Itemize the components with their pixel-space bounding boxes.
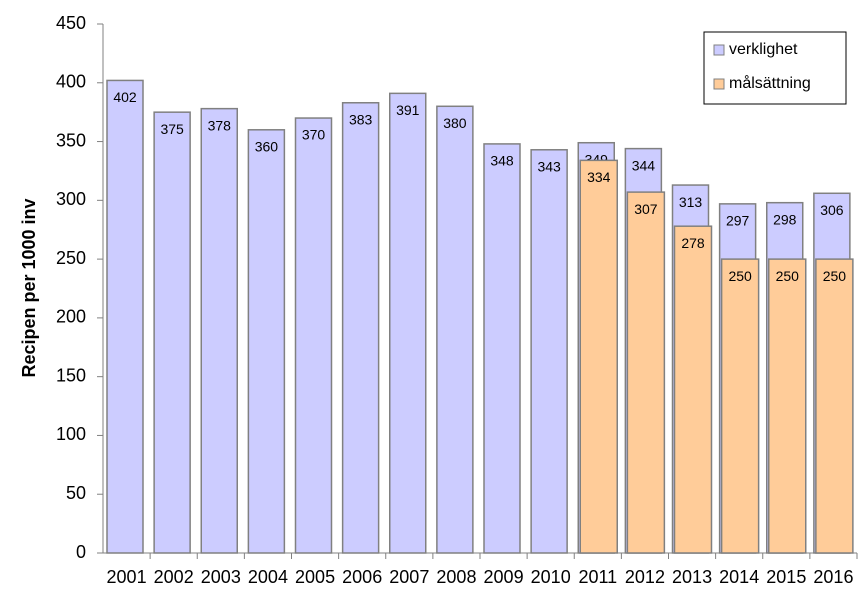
value-label: 348 <box>490 153 514 169</box>
x-tick-label: 2015 <box>766 567 806 587</box>
y-axis-label: Recipen per 1000 inv <box>19 198 39 377</box>
bar <box>294 117 333 554</box>
bar <box>626 191 666 554</box>
x-tick-label: 2012 <box>625 567 665 587</box>
value-label: 250 <box>823 268 847 284</box>
y-tick-label: 300 <box>56 189 86 209</box>
value-label: 391 <box>396 102 420 118</box>
bar <box>200 107 238 554</box>
x-tick-label: 2003 <box>201 567 241 587</box>
x-tick-label: 2011 <box>578 567 617 587</box>
x-tick-label: 2005 <box>295 567 335 587</box>
x-tick-label: 2008 <box>436 567 476 587</box>
x-tick-label: 2004 <box>248 567 288 587</box>
bar <box>389 92 427 554</box>
x-tick-label: 2002 <box>154 567 194 587</box>
value-label: 378 <box>208 117 232 133</box>
value-label: 250 <box>728 268 752 284</box>
x-tick-label: 2009 <box>484 567 524 587</box>
value-label: 278 <box>681 235 705 251</box>
bar <box>815 258 854 554</box>
bar <box>530 149 568 554</box>
value-label: 250 <box>776 268 800 284</box>
bar <box>673 225 713 554</box>
value-label: 306 <box>820 202 844 218</box>
bar <box>483 143 521 554</box>
legend-box <box>703 31 847 105</box>
x-tick-label: 2006 <box>342 567 382 587</box>
bar <box>153 111 191 554</box>
value-label: 307 <box>634 201 658 217</box>
value-label: 343 <box>537 158 561 174</box>
y-tick-label: 0 <box>76 542 86 562</box>
x-tick-label: 2001 <box>107 567 147 587</box>
y-tick-label: 450 <box>56 13 86 33</box>
x-tick-label: 2013 <box>672 567 712 587</box>
x-tick-label: 2014 <box>719 567 759 587</box>
value-label: 370 <box>302 127 326 143</box>
bar <box>247 129 286 554</box>
x-tick-label: 2010 <box>531 567 571 587</box>
bar <box>768 258 807 554</box>
bar <box>579 159 618 554</box>
legend-swatch <box>713 78 725 90</box>
bar <box>720 258 760 554</box>
legend-label: målsättning <box>729 74 811 92</box>
legend: verklighet målsättning <box>703 31 847 105</box>
y-tick-label: 200 <box>56 307 86 327</box>
y-tick-label: 250 <box>56 248 86 268</box>
bar <box>341 102 380 554</box>
value-label: 334 <box>587 169 611 185</box>
value-label: 380 <box>443 115 467 131</box>
value-label: 298 <box>773 211 797 227</box>
x-tick-label: 2016 <box>813 567 853 587</box>
value-label: 383 <box>349 111 373 127</box>
y-tick-label: 150 <box>56 365 86 385</box>
bar <box>436 105 474 554</box>
y-tick-label: 100 <box>56 424 86 444</box>
x-tick-label: 2007 <box>389 567 429 587</box>
legend-label: verklighet <box>729 41 798 58</box>
y-tick-label: 350 <box>56 130 86 150</box>
bar <box>106 79 144 554</box>
legend-swatch <box>713 44 725 56</box>
value-label: 360 <box>255 139 279 155</box>
value-label: 297 <box>726 213 750 229</box>
value-label: 313 <box>679 194 703 210</box>
y-tick-label: 50 <box>66 483 86 503</box>
y-tick-label: 400 <box>56 72 86 92</box>
value-label: 344 <box>632 157 656 173</box>
value-label: 375 <box>160 121 184 137</box>
value-label: 402 <box>113 89 137 105</box>
